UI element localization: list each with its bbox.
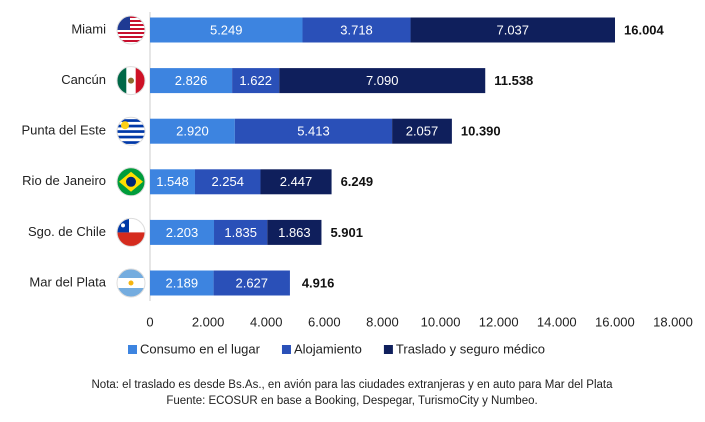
bar-segment [302, 17, 411, 43]
flag [117, 167, 145, 196]
flag-globe [126, 176, 136, 187]
bar-value-label: 3.718 [340, 22, 373, 37]
flag-border [116, 116, 146, 146]
flag-stripe [117, 40, 145, 42]
flag-stripe [117, 288, 145, 297]
bar-segment [150, 270, 214, 296]
x-tick-label: 10.000 [421, 314, 461, 329]
bar-segment [260, 169, 332, 195]
source: Fuente: ECOSUR en base a Booking, Despeg… [166, 395, 537, 407]
x-tick-label: 16.000 [595, 314, 635, 329]
bar-segment [214, 219, 268, 245]
bar-segment [279, 68, 486, 94]
flag-border [116, 15, 146, 45]
bar-value-label: 1.835 [224, 225, 257, 240]
y-tick-label: Miami [71, 21, 106, 36]
bar-value-label: 2.920 [176, 124, 209, 139]
flag-border [116, 167, 146, 197]
flag [117, 269, 145, 297]
bar-value-label: 1.548 [156, 174, 189, 189]
y-tick-label: Punta del Este [21, 123, 106, 138]
bar-segment [150, 68, 233, 94]
flag-stripe [117, 124, 145, 128]
bar-value-label: 1.863 [278, 225, 311, 240]
bar-value-label: 5.413 [297, 124, 330, 139]
bar-value-label: 1.622 [239, 73, 272, 88]
flag-stripe [117, 232, 145, 247]
note: Nota: el traslado es desde Bs.As., en av… [92, 379, 614, 391]
bar-value-label: 5.249 [210, 22, 243, 37]
y-tick-label: Sgo. de Chile [28, 224, 106, 239]
bar-value-label: 7.037 [496, 22, 529, 37]
flag-star [121, 223, 125, 228]
flag-border [116, 217, 146, 247]
flag-sun [121, 121, 129, 130]
flag-emblem [128, 77, 134, 84]
flag-stripe [117, 28, 145, 30]
total-label: 4.916 [302, 275, 335, 290]
flag-stripe [117, 66, 127, 95]
bar-segment [392, 118, 452, 144]
legend-swatch [281, 345, 291, 354]
bar-segment [410, 17, 616, 43]
flag-stripe [117, 130, 145, 133]
flag-stripe [117, 269, 145, 278]
bar-segment [213, 270, 290, 296]
flag-stripe [117, 24, 145, 26]
flag-border [116, 268, 146, 298]
total-label: 5.901 [330, 225, 363, 240]
x-tick-label: 12.000 [479, 314, 519, 329]
bar-segment [150, 17, 303, 43]
y-tick-label: Mar del Plata [29, 274, 106, 289]
x-tick-label: 0 [146, 314, 153, 329]
x-tick-label: 8.000 [366, 314, 399, 329]
flag-sun [128, 280, 134, 286]
x-tick-label: 18.000 [653, 314, 693, 329]
flag-stripe [135, 66, 145, 95]
flag [117, 218, 145, 247]
bar-segment [232, 68, 280, 94]
total-label: 11.538 [494, 73, 533, 88]
bar-value-label: 2.203 [166, 225, 199, 240]
x-tick-label: 14.000 [537, 314, 577, 329]
legend-swatch [128, 345, 137, 354]
y-tick-label: Cancún [61, 72, 106, 87]
flag-stripe [117, 135, 145, 139]
x-tick-label: 4.000 [250, 314, 283, 329]
bar-value-label: 2.627 [235, 275, 268, 290]
flag [117, 16, 145, 44]
bar-segment [150, 169, 195, 195]
flag [117, 66, 145, 95]
flag-stripe [117, 20, 145, 22]
bar-value-label: 2.189 [166, 275, 199, 290]
bar-value-label: 2.826 [175, 73, 208, 88]
x-tick-label: 6.000 [308, 314, 341, 329]
total-label: 10.390 [461, 124, 501, 139]
bar-value-label: 7.090 [366, 73, 399, 88]
bar-segment [234, 118, 393, 144]
legend-label: Alojamiento [294, 341, 362, 356]
flag-stripe [117, 141, 145, 144]
flag-stripe [117, 16, 145, 18]
legend-swatch [383, 345, 393, 354]
bar-value-label: 2.447 [280, 174, 313, 189]
x-tick-label: 2.000 [192, 314, 225, 329]
total-label: 6.249 [341, 174, 374, 189]
bar-segment [194, 169, 261, 195]
flag-border [116, 66, 146, 96]
flag-stripe [117, 36, 145, 38]
total-label: 16.004 [624, 22, 665, 37]
bar-segment [150, 118, 235, 144]
bar-segment [267, 219, 322, 245]
flag-stripe [117, 32, 145, 34]
bar-value-label: 2.254 [211, 174, 244, 189]
flag [117, 117, 145, 146]
y-tick-label: Rio de Janeiro [22, 173, 106, 188]
legend-label: Traslado y seguro médico [396, 341, 545, 356]
bar-segment [150, 219, 215, 245]
legend-label: Consumo en el lugar [140, 341, 261, 356]
flag-stripe [117, 119, 145, 122]
bar-value-label: 2.057 [406, 124, 439, 139]
